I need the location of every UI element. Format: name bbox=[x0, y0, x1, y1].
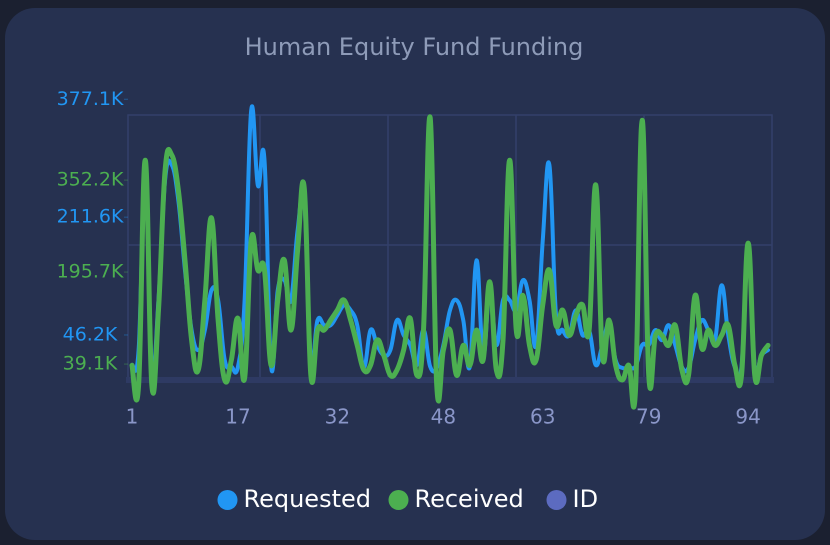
legend-label: Received bbox=[415, 485, 524, 513]
x-tick-label: 17 bbox=[225, 405, 250, 429]
series-line bbox=[129, 114, 771, 410]
legend-label: Requested bbox=[244, 485, 372, 513]
x-tick-label: 48 bbox=[431, 405, 456, 429]
chart-title: Human Equity Fund Funding bbox=[245, 33, 584, 61]
card bbox=[5, 8, 825, 540]
y-tick-label: 377.1K bbox=[57, 88, 124, 110]
legend-swatch bbox=[388, 490, 409, 510]
y2-tick-label: 352.2K bbox=[57, 169, 124, 191]
x-tick-label: 79 bbox=[636, 405, 661, 429]
plot-frame bbox=[127, 114, 773, 381]
y-tick-label: 46.2K bbox=[63, 323, 118, 345]
x-tick-label: 32 bbox=[325, 405, 350, 429]
legend-swatch bbox=[546, 490, 567, 510]
x-axis-band bbox=[126, 377, 774, 383]
legend-label: ID bbox=[573, 485, 599, 513]
y-tick-label: 211.6K bbox=[57, 206, 124, 228]
y2-tick-label: 39.1K bbox=[63, 353, 118, 375]
y2-tick-label: 195.7K bbox=[57, 261, 124, 283]
x-tick-label: 1 bbox=[126, 405, 139, 429]
x-tick-label: 94 bbox=[735, 405, 760, 429]
x-tick-label: 63 bbox=[530, 405, 555, 429]
legend-swatch bbox=[217, 490, 238, 510]
